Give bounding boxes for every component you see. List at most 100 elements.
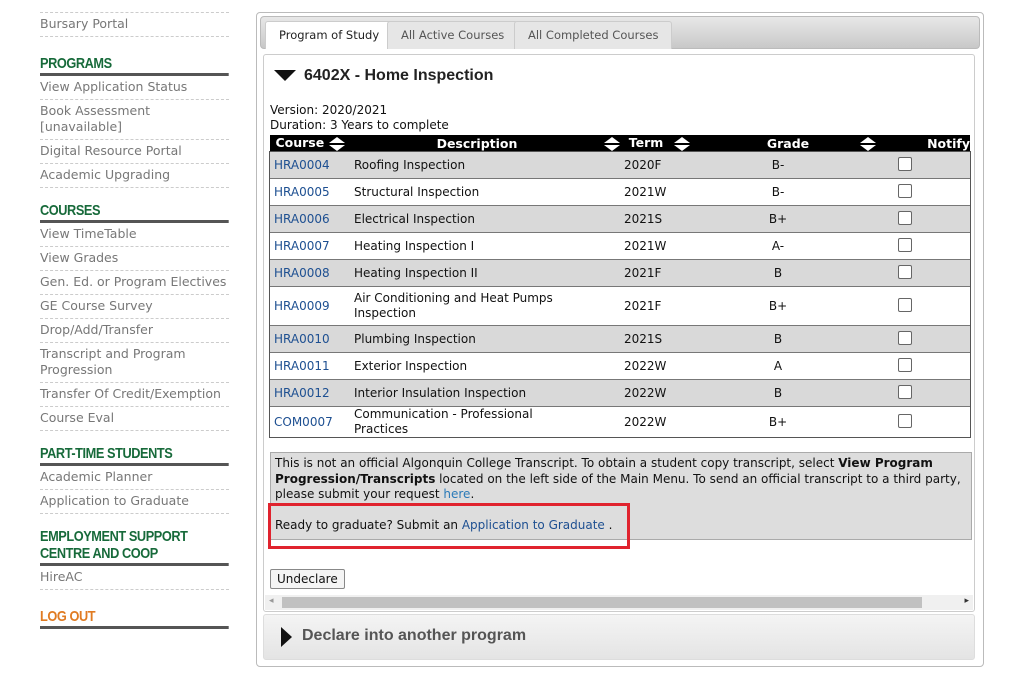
application-to-graduate-link[interactable]: Application to Graduate xyxy=(461,517,605,532)
program-duration: Duration: 3 Years to complete xyxy=(270,118,449,132)
tab-all-completed-courses[interactable]: All Completed Courses xyxy=(514,21,673,49)
notify-checkbox[interactable] xyxy=(898,156,912,171)
course-grade: B+ xyxy=(768,212,788,226)
request-here-link[interactable]: here xyxy=(443,487,471,501)
course-description: Roofing Inspection xyxy=(354,157,466,172)
program-panel: 6402X - Home Inspection Version: 2020/20… xyxy=(263,54,975,612)
col-course[interactable]: Course xyxy=(270,135,350,152)
sidebar-item[interactable]: View Application Status xyxy=(40,76,229,100)
sidebar-item[interactable]: Bursary Portal xyxy=(40,13,229,37)
course-link[interactable]: HRA0011 xyxy=(274,359,330,373)
sidebar-item[interactable]: Drop/Add/Transfer xyxy=(40,319,229,343)
course-grade: B xyxy=(773,386,783,400)
col-grade[interactable]: Grade xyxy=(716,135,876,152)
sidebar-item[interactable]: Transcript and Program Progression xyxy=(40,343,229,383)
sidebar-item[interactable]: View Grades xyxy=(40,247,229,271)
course-link[interactable]: COM0007 xyxy=(274,415,333,429)
sidebar-item[interactable]: Digital Resource Portal xyxy=(40,140,229,164)
sidebar-item[interactable]: Application to Graduate xyxy=(40,490,229,514)
course-link[interactable]: HRA0012 xyxy=(274,386,330,400)
sidebar-item[interactable]: Course Eval xyxy=(40,407,229,431)
notify-checkbox[interactable] xyxy=(898,384,912,399)
caret-right-icon xyxy=(281,627,292,647)
sidebar-item[interactable]: GE Course Survey xyxy=(40,295,229,319)
sort-icon[interactable] xyxy=(860,136,876,151)
course-description: Electrical Inspection xyxy=(354,211,475,226)
course-term: 2021S xyxy=(624,332,663,346)
table-row: HRA0009 Air Conditioning and Heat Pumps … xyxy=(270,286,970,326)
sidebar-item[interactable]: Gen. Ed. or Program Electives xyxy=(40,271,229,295)
course-grade: A xyxy=(773,359,783,373)
course-term: 2022W xyxy=(624,386,667,400)
course-link[interactable]: HRA0008 xyxy=(274,266,330,280)
notify-checkbox[interactable] xyxy=(898,297,912,312)
sidebar-heading: PROGRAMS xyxy=(40,55,229,76)
scrollbar-thumb[interactable] xyxy=(282,597,922,608)
course-grade: B- xyxy=(771,158,785,172)
sidebar-item[interactable]: Academic Upgrading xyxy=(40,164,229,188)
scroll-left-icon[interactable]: ◂ xyxy=(269,596,274,606)
sort-icon[interactable] xyxy=(604,136,620,151)
table-row: HRA0012 Interior Insulation Inspection 2… xyxy=(270,379,970,407)
course-link[interactable]: HRA0010 xyxy=(274,332,330,346)
table-row: HRA0005 Structural Inspection 2021W B- xyxy=(270,178,970,206)
col-notify[interactable]: Notify xyxy=(876,135,970,152)
table-row: HRA0011 Exterior Inspection 2022W A xyxy=(270,352,970,380)
course-description: Interior Insulation Inspection xyxy=(354,385,527,400)
course-grade: B+ xyxy=(768,415,788,429)
notify-checkbox[interactable] xyxy=(898,330,912,345)
course-grade: B- xyxy=(771,185,785,199)
sidebar-item[interactable]: HireAC xyxy=(40,566,229,590)
sidebar-item[interactable]: Transfer Of Credit/Exemption xyxy=(40,383,229,407)
sidebar-item[interactable]: Book Assessment [unavailable] xyxy=(40,100,229,140)
sort-icon[interactable] xyxy=(673,136,690,151)
tab-all-active-courses[interactable]: All Active Courses xyxy=(387,21,519,49)
sidebar-item[interactable]: View TimeTable xyxy=(40,223,229,247)
highlight-box xyxy=(268,503,630,549)
course-description: Air Conditioning and Heat Pumps Inspecti… xyxy=(354,291,553,320)
notify-checkbox[interactable] xyxy=(898,210,912,225)
table-row: HRA0010 Plumbing Inspection 2021S B xyxy=(270,325,970,353)
table-row: COM0007 Communication - Professional Pra… xyxy=(270,406,970,437)
notify-checkbox[interactable] xyxy=(898,237,912,252)
course-description: Heating Inspection I xyxy=(354,238,475,253)
course-term: 2021F xyxy=(624,299,662,313)
horizontal-scrollbar[interactable]: ◂ ▸ xyxy=(265,595,973,610)
undeclare-button[interactable]: Undeclare xyxy=(270,569,345,589)
caret-down-icon xyxy=(274,70,296,82)
notify-checkbox[interactable] xyxy=(898,183,912,198)
program-toggle[interactable]: 6402X - Home Inspection xyxy=(274,67,493,85)
tab-program-of-study[interactable]: Program of Study xyxy=(265,21,394,49)
col-description[interactable]: Description xyxy=(350,135,620,152)
scroll-right-icon[interactable]: ▸ xyxy=(964,596,969,606)
course-link[interactable]: HRA0006 xyxy=(274,212,330,226)
sort-icon[interactable] xyxy=(328,136,345,151)
program-version: Version: 2020/2021 xyxy=(270,103,388,117)
table-row: HRA0008 Heating Inspection II 2021F B xyxy=(270,259,970,287)
tab-bar: Program of Study All Active Courses All … xyxy=(260,16,980,49)
course-term: 2022W xyxy=(624,359,667,373)
course-term: 2021W xyxy=(624,185,667,199)
table-row: HRA0004 Roofing Inspection 2020F B- xyxy=(270,151,970,179)
sidebar-heading: PART-TIME STUDENTS xyxy=(40,445,229,466)
logout-link[interactable]: LOG OUT xyxy=(40,608,229,629)
course-link[interactable]: HRA0005 xyxy=(274,185,330,199)
course-link[interactable]: HRA0009 xyxy=(274,299,330,313)
course-term: 2021F xyxy=(624,266,662,280)
course-description: Heating Inspection II xyxy=(354,265,478,280)
notify-checkbox[interactable] xyxy=(898,413,912,428)
declare-another-program-toggle[interactable]: Declare into another program xyxy=(263,614,975,660)
course-link[interactable]: HRA0007 xyxy=(274,239,330,253)
sidebar-heading: EMPLOYMENT SUPPORT CENTRE AND COOP xyxy=(40,528,229,566)
col-term[interactable]: Term xyxy=(620,135,716,152)
course-description: Exterior Inspection xyxy=(354,358,468,373)
main-container: Program of Study All Active Courses All … xyxy=(256,12,984,667)
course-grade: B xyxy=(773,332,783,346)
notify-checkbox[interactable] xyxy=(898,357,912,372)
program-title: 6402X - Home Inspection xyxy=(304,67,494,84)
course-link[interactable]: HRA0004 xyxy=(274,158,330,172)
sidebar-item[interactable]: Academic Planner xyxy=(40,466,229,490)
course-grade: A- xyxy=(771,239,785,253)
notify-checkbox[interactable] xyxy=(898,264,912,279)
sidebar: Bursary Portal PROGRAMS View Application S… xyxy=(40,0,229,629)
